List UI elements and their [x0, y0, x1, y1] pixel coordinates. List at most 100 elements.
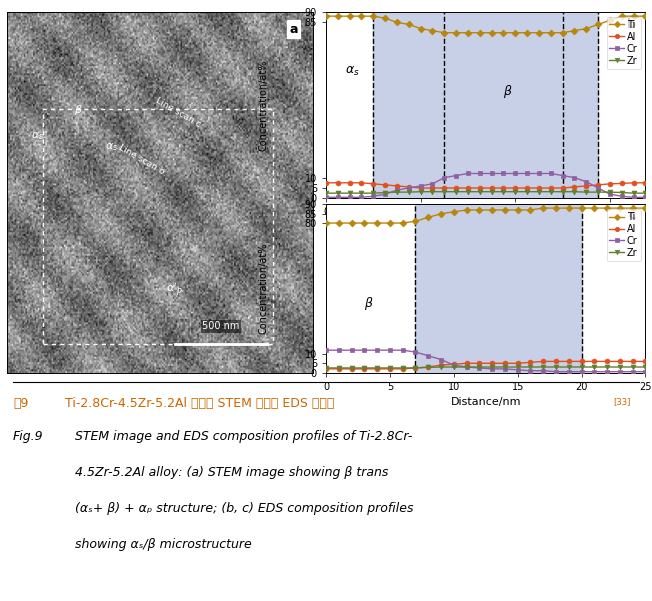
Ti: [464, 29, 472, 36]
Al: [642, 179, 649, 186]
Ti: [616, 204, 624, 212]
Text: STEM image and EDS composition profiles of Ti-2.8Cr-: STEM image and EDS composition profiles …: [75, 430, 412, 443]
Al: [565, 358, 572, 365]
Ti: [570, 27, 578, 34]
Ti: [475, 206, 483, 213]
Text: $\beta$: $\beta$: [364, 295, 374, 312]
Text: 500 nm: 500 nm: [202, 322, 240, 331]
Cr: [630, 194, 638, 201]
Ti: [417, 25, 424, 32]
Text: $\alpha_s$: $\alpha_s$: [345, 65, 359, 78]
Cr: [322, 347, 330, 354]
Zr: [475, 364, 483, 371]
Al: [606, 180, 614, 188]
Al: [346, 179, 353, 186]
Cr: [591, 368, 599, 375]
Zr: [552, 364, 560, 371]
Cr: [381, 191, 389, 198]
Line: Zr: Zr: [323, 365, 648, 370]
Al: [440, 185, 448, 192]
Cr: [629, 368, 636, 375]
Ti: [334, 13, 342, 20]
Ti: [322, 219, 330, 227]
Al: [488, 185, 496, 192]
Ti: [539, 204, 547, 212]
Cr: [424, 352, 432, 359]
Bar: [374, 12, 598, 198]
Cr: [464, 170, 472, 177]
Al: [381, 182, 389, 189]
Zr: [606, 189, 614, 196]
Ti: [361, 219, 368, 227]
Zr: [591, 364, 599, 371]
Zr: [594, 189, 602, 196]
Al: [594, 182, 602, 189]
Ti: [335, 219, 343, 227]
Ti: [578, 204, 585, 212]
Al: [322, 365, 330, 373]
Zr: [348, 364, 355, 371]
Cr: [527, 367, 535, 374]
Zr: [334, 189, 342, 197]
Line: Zr: Zr: [323, 189, 648, 195]
Cr: [488, 365, 496, 373]
Al: [547, 185, 555, 192]
Text: 4.5Zr-5.2Al alloy: (a) STEM image showing β trans: 4.5Zr-5.2Al alloy: (a) STEM image showin…: [75, 466, 389, 479]
Ti: [322, 13, 330, 20]
Al: [603, 358, 611, 365]
Cr: [370, 193, 378, 200]
Al: [370, 180, 378, 188]
Cr: [642, 368, 649, 375]
Zr: [539, 364, 547, 371]
Ti: [642, 13, 649, 20]
Ti: [424, 214, 432, 221]
Al: [335, 365, 343, 373]
Cr: [475, 364, 483, 371]
Cr: [335, 347, 343, 354]
Ti: [501, 206, 509, 213]
Al: [428, 185, 436, 192]
Text: [33]: [33]: [613, 397, 630, 406]
Al: [399, 365, 407, 373]
Zr: [417, 188, 424, 195]
Ti: [428, 27, 436, 34]
Ti: [514, 206, 522, 213]
Zr: [616, 364, 624, 371]
Al: [475, 359, 483, 367]
Zr: [399, 364, 407, 371]
Ti: [565, 204, 572, 212]
Line: Al: Al: [323, 180, 648, 191]
Ti: [437, 210, 445, 218]
Ti: [476, 29, 484, 36]
Text: $\beta$: $\beta$: [503, 83, 513, 100]
Ti: [405, 21, 413, 28]
Ti: [381, 14, 389, 22]
Cr: [386, 347, 394, 354]
Ti: [642, 204, 649, 212]
Ti: [630, 13, 638, 20]
Cr: [476, 170, 484, 177]
Ti: [370, 13, 378, 20]
Zr: [547, 188, 555, 195]
Cr: [618, 193, 626, 200]
Al: [582, 182, 590, 189]
Cr: [417, 182, 424, 189]
Zr: [440, 188, 448, 195]
Cr: [594, 185, 602, 192]
Cr: [514, 366, 522, 373]
Ti: [591, 204, 599, 212]
Cr: [450, 362, 458, 369]
Text: (αₛ+ β) + αₚ structure; (b, c) EDS composition profiles: (αₛ+ β) + αₚ structure; (b, c) EDS compo…: [75, 502, 413, 515]
Ti: [386, 219, 394, 227]
Al: [348, 365, 355, 373]
Text: $\beta$: $\beta$: [74, 103, 83, 117]
Al: [630, 179, 638, 186]
Cr: [565, 368, 572, 375]
Ti: [357, 13, 365, 20]
Cr: [552, 368, 560, 375]
Zr: [463, 364, 471, 371]
Zr: [618, 189, 626, 196]
Text: $\alpha'_p$: $\alpha'_p$: [166, 282, 183, 299]
Cr: [346, 194, 353, 201]
Al: [450, 361, 458, 368]
